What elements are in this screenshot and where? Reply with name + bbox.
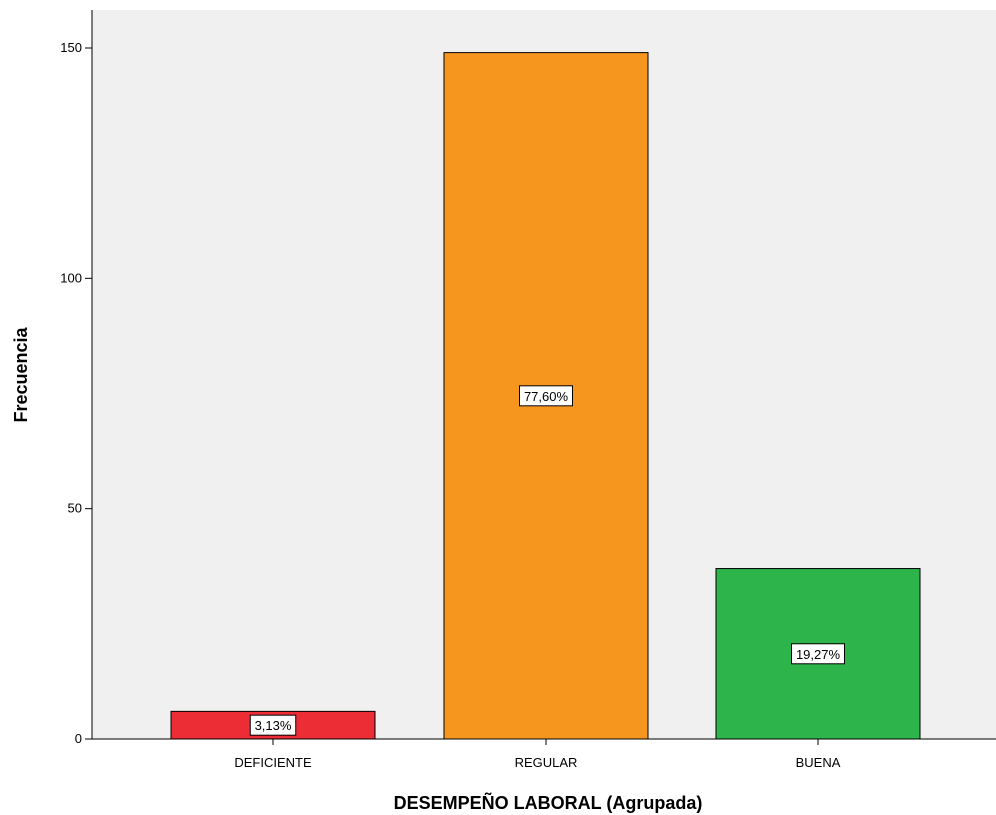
data-label-text: 77,60% — [524, 389, 569, 404]
y-tick-label: 50 — [68, 501, 82, 516]
data-label-box — [519, 385, 573, 407]
y-tick-label: 100 — [60, 270, 82, 285]
data-label: 3,13% — [249, 714, 297, 736]
data-label: 77,60% — [519, 385, 573, 407]
data-labels-group: 3,13% 77,60% 19,27% — [249, 385, 845, 736]
y-tick-label: 150 — [60, 40, 82, 55]
x-tick-label: DEFICIENTE — [234, 755, 312, 770]
data-label-box — [249, 714, 297, 736]
data-label-text: 19,27% — [796, 647, 841, 662]
x-tick-label: REGULAR — [515, 755, 578, 770]
y-axis-title: Frecuencia — [11, 326, 31, 422]
data-label: 19,27% — [791, 643, 845, 665]
x-ticks-group: DEFICIENTE REGULAR BUENA — [234, 739, 841, 770]
data-label-box — [791, 643, 845, 665]
x-tick-label: BUENA — [796, 755, 841, 770]
data-label-text: 3,13% — [255, 718, 292, 733]
y-tick-label: 0 — [75, 731, 82, 746]
y-ticks-group: 0 50 100 150 — [60, 40, 92, 746]
x-axis-title: DESEMPEÑO LABORAL (Agrupada) — [394, 792, 703, 813]
